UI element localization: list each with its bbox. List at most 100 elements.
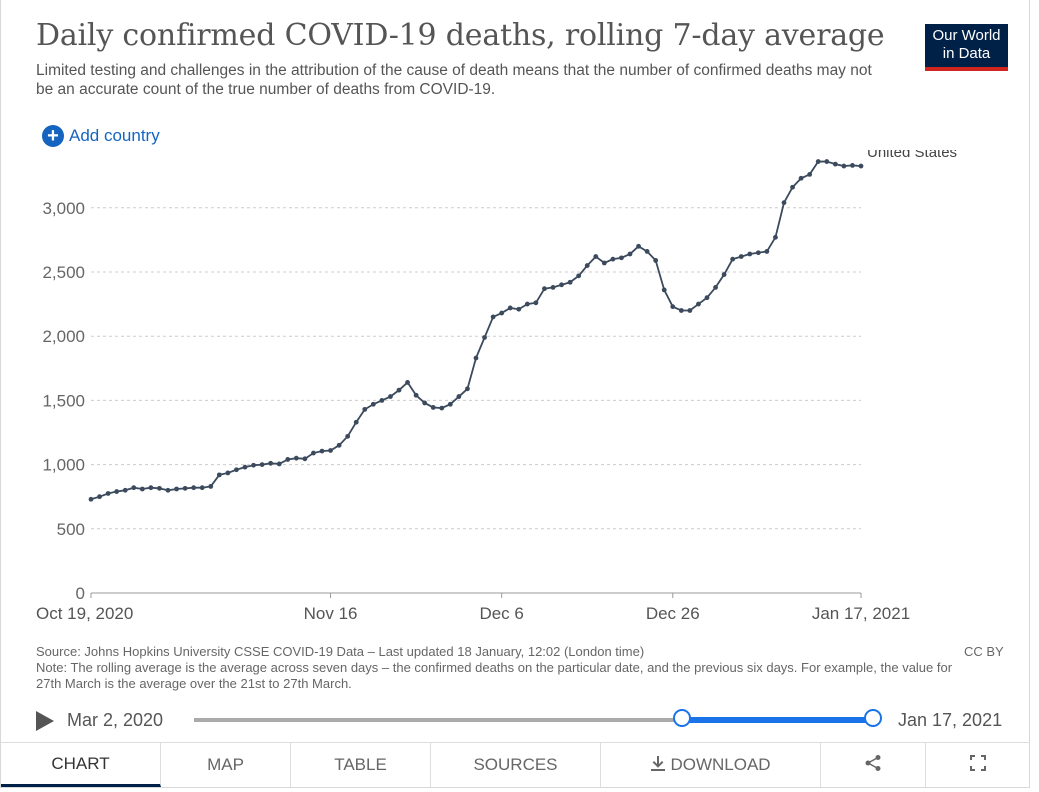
data-point xyxy=(584,263,590,268)
data-point xyxy=(336,442,342,448)
data-point xyxy=(216,472,222,478)
add-country-label: Add country xyxy=(69,126,160,145)
x-tick-label: Dec 26 xyxy=(646,604,700,623)
data-point xyxy=(730,256,736,262)
data-point xyxy=(507,305,513,311)
data-point xyxy=(388,394,393,399)
data-point xyxy=(644,249,650,254)
note-text: Note: The rolling average is the average… xyxy=(36,660,953,691)
data-point xyxy=(747,251,753,257)
license-link[interactable]: CC BY xyxy=(964,644,1004,659)
data-point xyxy=(88,496,94,502)
y-tick-label: 500 xyxy=(57,520,85,539)
data-point xyxy=(601,260,607,266)
timeline-selected-range[interactable] xyxy=(683,717,874,723)
fullscreen-icon xyxy=(970,754,986,776)
tab-chart-label: CHART xyxy=(51,753,110,773)
share-icon xyxy=(864,754,882,777)
timeline-end-handle[interactable] xyxy=(864,709,882,727)
data-point xyxy=(182,485,188,491)
timeline-start-label[interactable]: Mar 2, 2020 xyxy=(67,710,164,730)
data-point xyxy=(234,467,239,473)
data-point xyxy=(465,386,470,392)
data-point xyxy=(841,163,847,169)
data-point xyxy=(473,355,479,361)
line-chart[interactable]: 0 500 1,000 1,500 2,000 2,500 3,000 Oct 19, 20… xyxy=(1,150,1021,630)
data-point xyxy=(773,234,778,240)
data-point xyxy=(139,486,145,492)
data-point xyxy=(807,171,813,177)
chart-footer: Source: Johns Hopkins University CSSE CO… xyxy=(36,644,956,692)
tab-table[interactable]: TABLE xyxy=(291,743,431,787)
data-point xyxy=(499,310,505,316)
data-point xyxy=(670,304,676,310)
data-point xyxy=(824,159,830,164)
data-point xyxy=(293,455,299,461)
data-point xyxy=(405,380,410,385)
data-point xyxy=(738,254,744,259)
owid-logo[interactable]: Our World in Data xyxy=(925,24,1008,71)
chart-subtitle: Limited testing and challenges in the at… xyxy=(36,62,872,98)
data-point xyxy=(619,255,624,261)
x-tick-label: Oct 19, 2020 xyxy=(36,604,133,623)
data-point xyxy=(353,419,359,425)
data-point xyxy=(815,159,821,164)
data-point xyxy=(208,484,214,489)
y-tick-label: 3,000 xyxy=(42,199,85,218)
data-point xyxy=(524,301,530,307)
data-point xyxy=(268,460,274,466)
data-point xyxy=(559,282,564,288)
series-label: United States xyxy=(867,150,957,161)
y-tick-label: 2,000 xyxy=(42,327,85,346)
play-icon[interactable] xyxy=(36,711,54,731)
data-point xyxy=(687,308,693,313)
data-point xyxy=(396,387,402,393)
chart-series: United States xyxy=(88,150,957,502)
data-point xyxy=(721,272,727,277)
data-point xyxy=(610,256,616,262)
logo-line-2: in Data xyxy=(942,45,991,62)
data-point xyxy=(781,200,787,206)
tab-table-label: TABLE xyxy=(334,755,387,774)
data-point xyxy=(328,448,333,453)
data-point xyxy=(379,397,385,403)
y-tick-label: 1,000 xyxy=(42,456,85,475)
x-tick-label: Dec 6 xyxy=(479,604,523,623)
data-point xyxy=(832,161,838,167)
data-point xyxy=(285,457,291,462)
data-point xyxy=(533,300,539,306)
data-point xyxy=(764,249,770,254)
data-point xyxy=(148,485,154,491)
x-axis-ticks: Oct 19, 2020 Nov 16 Dec 6 Dec 26 Jan 17, 202… xyxy=(36,593,910,623)
timeline-start-handle[interactable] xyxy=(673,709,691,727)
tab-sources[interactable]: SOURCES xyxy=(431,743,601,787)
tab-download[interactable]: DOWNLOAD xyxy=(601,743,821,787)
data-point xyxy=(131,485,137,491)
tab-chart[interactable]: CHART xyxy=(1,743,161,787)
fullscreen-button[interactable] xyxy=(926,743,1030,787)
data-point xyxy=(678,308,684,313)
data-point xyxy=(542,286,547,292)
data-point xyxy=(653,258,659,263)
data-point xyxy=(251,462,256,468)
chart-title: Daily confirmed COVID-19 deaths, rolling… xyxy=(36,18,885,53)
y-tick-label: 1,500 xyxy=(42,391,85,410)
tab-bar: CHART MAP TABLE SOURCES DOWNLOAD xyxy=(1,742,1030,787)
data-point xyxy=(447,401,453,407)
data-point xyxy=(593,254,599,259)
tab-map[interactable]: MAP xyxy=(161,743,291,787)
tab-download-label: DOWNLOAD xyxy=(670,755,771,774)
data-point xyxy=(490,314,496,320)
data-point xyxy=(165,487,171,493)
data-point xyxy=(696,301,701,307)
timeline-end-label[interactable]: Jan 17, 2021 xyxy=(898,710,1003,730)
share-button[interactable] xyxy=(821,743,926,787)
add-country-button[interactable]: + Add country xyxy=(42,125,160,147)
data-point xyxy=(798,175,804,181)
timeline: Mar 2, 2020 Jan 17, 2021 xyxy=(36,706,1011,736)
data-point xyxy=(456,394,462,399)
data-point xyxy=(636,243,641,249)
timeline-track[interactable] xyxy=(194,718,874,722)
data-point xyxy=(122,487,128,493)
